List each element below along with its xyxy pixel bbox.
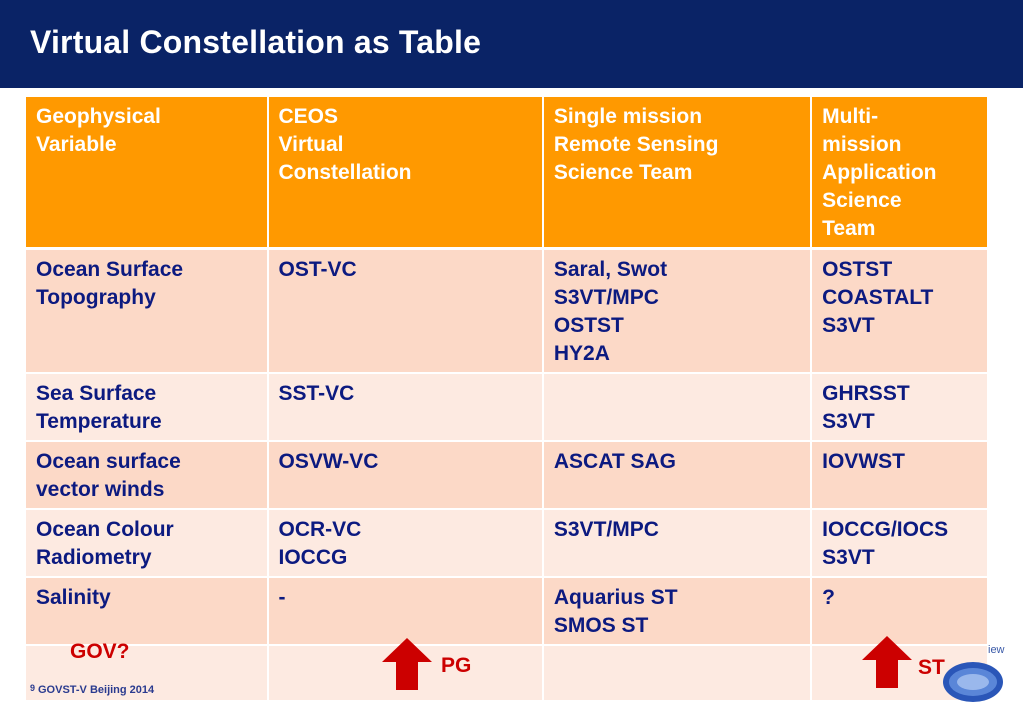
st-annotation: ST	[918, 656, 945, 679]
cell-single-mission	[541, 645, 813, 702]
govst-logo-icon	[943, 662, 1003, 702]
page-number: 9	[30, 683, 36, 693]
header-geophysical-variable: Geophysical Variable	[24, 97, 269, 250]
arrow-up-icon	[862, 636, 912, 688]
cell-multi-mission: ?	[810, 577, 989, 646]
header-ceos-virtual-constellation: CEOS Virtual Constellation	[266, 97, 544, 250]
slide-title: Virtual Constellation as Table	[30, 24, 482, 60]
cell-single-mission	[541, 373, 813, 442]
cell-single-mission: ASCAT SAG	[541, 441, 813, 510]
cell-variable	[24, 645, 269, 702]
gov-annotation: GOV?	[70, 640, 130, 663]
table-row: Ocean Colour Radiometry OCR-VC IOCCG S3V…	[24, 509, 989, 578]
cell-variable: Salinity	[24, 577, 269, 646]
footer-text: GOVST-V Beijing 2014	[38, 684, 155, 696]
cell-variable: Sea Surface Temperature	[24, 373, 269, 442]
constellation-table: Geophysical Variable CEOS Virtual Conste…	[24, 97, 989, 702]
cell-constellation: OCR-VC IOCCG	[266, 509, 544, 578]
cell-constellation: OSVW-VC	[266, 441, 544, 510]
arrow-up-icon	[382, 638, 432, 690]
cell-variable: Ocean Colour Radiometry	[24, 509, 269, 578]
cell-variable: Ocean surface vector winds	[24, 441, 269, 510]
cell-single-mission: Aquarius ST SMOS ST	[541, 577, 813, 646]
header-multi-mission-team: Multi- mission Application Science Team	[810, 97, 989, 250]
table-header-row: Geophysical Variable CEOS Virtual Conste…	[24, 97, 989, 250]
table-row: Ocean Surface Topography OST-VC Saral, S…	[24, 248, 989, 374]
header-single-mission-team: Single mission Remote Sensing Science Te…	[541, 97, 813, 250]
cell-variable: Ocean Surface Topography	[24, 248, 269, 374]
logo-caption: iew	[988, 644, 1005, 656]
cell-single-mission: S3VT/MPC	[541, 509, 813, 578]
pg-annotation: PG	[441, 654, 472, 677]
cell-constellation: OST-VC	[266, 248, 544, 374]
cell-multi-mission: GHRSST S3VT	[810, 373, 989, 442]
table-row	[24, 645, 989, 702]
cell-multi-mission: IOCCG/IOCS S3VT	[810, 509, 989, 578]
cell-constellation: SST-VC	[266, 373, 544, 442]
table-row: Salinity - Aquarius ST SMOS ST ?	[24, 577, 989, 646]
cell-single-mission: Saral, Swot S3VT/MPC OSTST HY2A	[541, 248, 813, 374]
table-row: Sea Surface Temperature SST-VC GHRSST S3…	[24, 373, 989, 442]
cell-multi-mission: OSTST COASTALT S3VT	[810, 248, 989, 374]
cell-constellation: -	[266, 577, 544, 646]
table-row: Ocean surface vector winds OSVW-VC ASCAT…	[24, 441, 989, 510]
cell-multi-mission: IOVWST	[810, 441, 989, 510]
title-bar: Virtual Constellation as Table	[0, 0, 1023, 88]
